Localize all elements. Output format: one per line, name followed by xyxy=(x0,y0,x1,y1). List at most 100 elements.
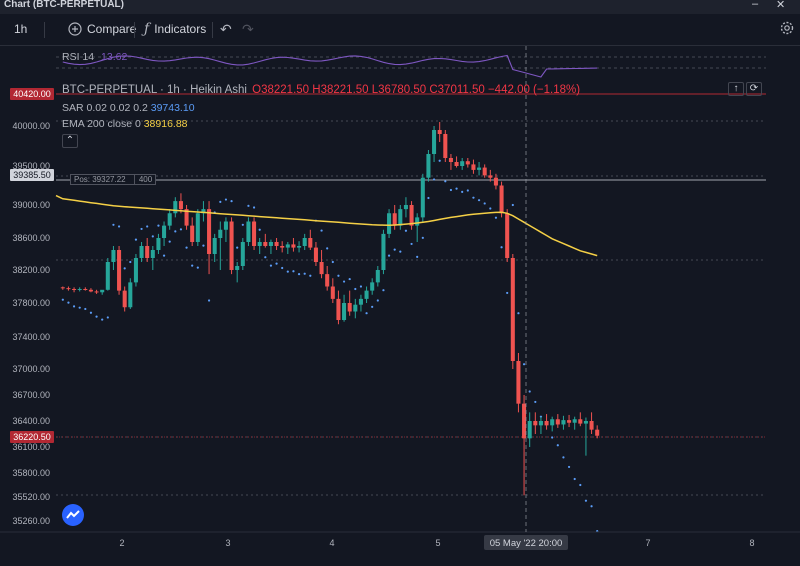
candle-body xyxy=(167,213,172,226)
sar-dot xyxy=(247,204,250,207)
ema-legend: EMA 200 close 0 38916.88 xyxy=(62,118,188,130)
sar-dot xyxy=(432,178,436,181)
candle-body xyxy=(432,130,437,154)
sar-dot xyxy=(404,229,408,232)
tradingview-logo[interactable] xyxy=(62,504,84,526)
redo-icon: ↷ xyxy=(242,21,254,37)
sar-dot xyxy=(168,240,171,243)
candle-body xyxy=(308,238,313,248)
candle-body xyxy=(128,282,133,308)
candle-body xyxy=(156,238,161,250)
candle-body xyxy=(471,164,476,170)
sar-dot xyxy=(522,363,526,366)
y-axis-tick-label: 36100.00 xyxy=(12,442,50,452)
sar-dot xyxy=(500,246,503,249)
legend-high: H38221.50 xyxy=(312,84,369,96)
candle-body xyxy=(493,177,498,186)
candle-body xyxy=(555,419,560,425)
scroll-up-button[interactable]: ↑ xyxy=(728,82,744,96)
candle-body xyxy=(370,282,375,291)
y-axis-tick-label: 37800.00 xyxy=(12,298,50,308)
candle-body xyxy=(482,167,487,176)
sar-dot xyxy=(286,270,289,273)
candle-body xyxy=(392,213,397,226)
legend-interval: 1h xyxy=(167,84,180,96)
sar-dot xyxy=(337,274,340,277)
candle-body xyxy=(364,290,369,299)
ema-line xyxy=(55,194,598,257)
rsi-label: RSI 14 xyxy=(62,51,95,63)
price-tag-top: 40420.00 xyxy=(10,88,54,100)
sar-dot xyxy=(117,225,121,228)
candle-body xyxy=(578,419,583,424)
sar-dot xyxy=(61,298,64,301)
price-chart[interactable]: 40000.00 39500.00 39000.00 38600.00 38200.00… xyxy=(0,46,800,556)
y-axis-tick-label: 35520.00 xyxy=(12,492,50,502)
sar-dot xyxy=(320,229,323,232)
candle-body xyxy=(398,209,403,226)
candle-body xyxy=(448,158,453,162)
x-axis-tick-label: 4 xyxy=(329,538,334,548)
candle-body xyxy=(516,361,521,404)
candle-body xyxy=(122,290,127,308)
interval-button[interactable]: 1h xyxy=(14,22,27,36)
rsi-pane xyxy=(56,54,766,78)
compare-label: Compare xyxy=(87,22,137,36)
candle-body xyxy=(139,246,144,258)
bottom-toolbar xyxy=(0,556,800,566)
x-axis: 2 3 4 5 7 8 xyxy=(0,531,800,548)
x-axis-tick-label: 8 xyxy=(749,538,754,548)
candle-body xyxy=(83,288,88,290)
candle-body xyxy=(527,421,532,439)
window-titlebar: Chart (BTC-PERPETUAL) – ✕ xyxy=(0,0,800,14)
candle-body xyxy=(454,162,459,166)
candle-body xyxy=(325,274,330,287)
legend-style: Heikin Ashi xyxy=(190,84,247,96)
sar-dot xyxy=(236,246,239,249)
sar-dot xyxy=(416,255,419,258)
sar-dot xyxy=(556,444,559,447)
candle-body xyxy=(150,250,155,258)
toolbar-divider xyxy=(212,22,213,38)
candle-body xyxy=(173,201,178,214)
reset-button[interactable]: ⟳ xyxy=(746,82,762,96)
candles xyxy=(60,122,600,496)
y-axis: 40000.00 39500.00 39000.00 38600.00 38200.00… xyxy=(12,121,50,526)
candle-body xyxy=(358,298,363,305)
sar-dot xyxy=(134,238,138,241)
candle-body xyxy=(195,213,200,242)
candle-body xyxy=(550,419,555,426)
sar-label: SAR 0.02 0.02 0.2 xyxy=(62,102,148,114)
indicators-button[interactable]: ƒ Indicators xyxy=(144,22,206,36)
position-label[interactable]: Pos: 39327.22 400 xyxy=(70,174,157,185)
sar-dot xyxy=(72,305,76,308)
y-axis-tick-label: 38200.00 xyxy=(12,265,50,275)
x-axis-tick-label: 7 xyxy=(645,538,650,548)
plus-circle-icon xyxy=(68,22,82,36)
candle-body xyxy=(443,134,448,158)
sar-dot xyxy=(455,187,458,190)
candle-body xyxy=(162,225,167,238)
compare-button[interactable]: Compare xyxy=(68,22,136,36)
candle-body xyxy=(437,130,442,134)
interval-label: 1h xyxy=(14,22,28,36)
redo-button[interactable]: ↷ xyxy=(242,22,254,36)
y-axis-tick-label: 37000.00 xyxy=(12,364,50,374)
collapse-legend-button[interactable]: ⌃ xyxy=(62,134,78,148)
sar-dot xyxy=(444,180,447,183)
sar-dot xyxy=(567,465,571,469)
candle-body xyxy=(595,429,600,436)
x-axis-tick-label: 3 xyxy=(225,538,230,548)
minimize-button[interactable]: – xyxy=(752,0,759,10)
sar-dot xyxy=(427,196,430,200)
undo-button[interactable]: ↶ xyxy=(220,22,232,36)
candle-body xyxy=(488,175,493,178)
settings-button[interactable] xyxy=(780,21,794,35)
sar-dot xyxy=(573,477,576,481)
candle-body xyxy=(218,229,223,238)
sar-dot xyxy=(275,262,278,265)
close-button[interactable]: ✕ xyxy=(776,0,786,11)
sar-dot xyxy=(174,230,177,233)
sar-dot xyxy=(224,198,228,201)
sar-dot xyxy=(365,312,368,315)
